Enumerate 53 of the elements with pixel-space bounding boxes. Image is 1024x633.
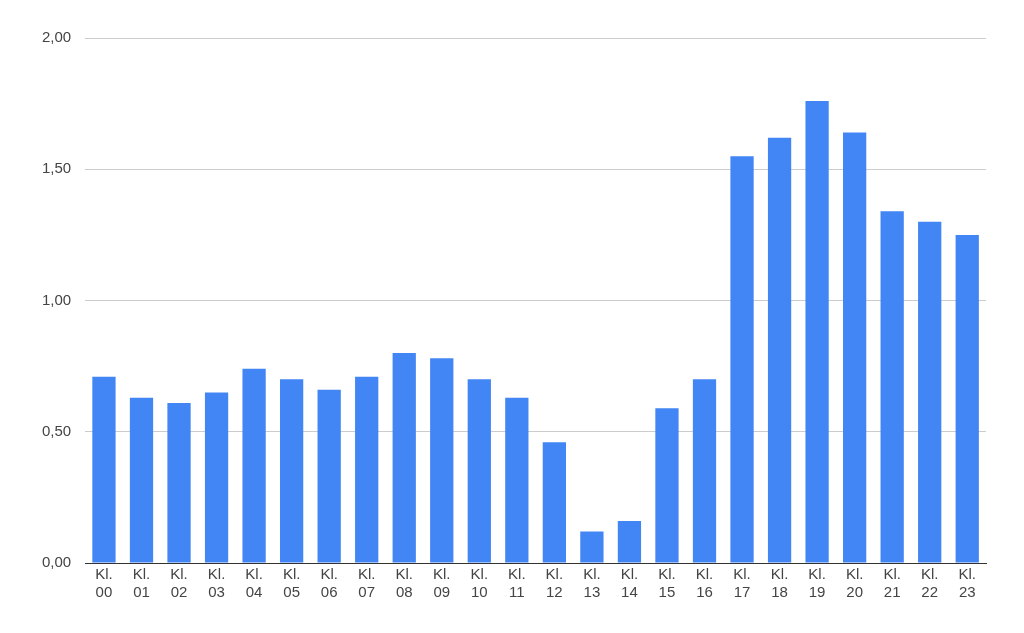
x-tick-label: Kl. 22 (920, 565, 939, 601)
bar (430, 358, 454, 563)
y-tick-label: 1,00 (41, 290, 72, 308)
bar (542, 442, 566, 563)
bar (242, 368, 266, 563)
x-tick-label: Kl. 20 (845, 565, 864, 601)
bar (767, 137, 792, 563)
bar (167, 402, 191, 563)
x-tick-label: Kl. 19 (808, 565, 826, 601)
bar (655, 408, 679, 563)
y-tick-label: 0,00 (41, 553, 72, 571)
bar (392, 353, 416, 563)
bar (580, 531, 604, 563)
x-tick-label: Kl. 21 (883, 565, 901, 601)
x-tick-label: Kl. 04 (245, 565, 263, 601)
x-tick-label: Kl. 12 (545, 565, 564, 601)
bar (204, 392, 229, 563)
bar (617, 521, 642, 563)
x-tick-label: Kl. 13 (583, 565, 601, 601)
x-tick-label: Kl. 02 (170, 565, 188, 601)
y-tick-label: 1,50 (41, 159, 72, 177)
bar (467, 379, 491, 563)
x-tick-label: Kl. 10 (470, 565, 489, 601)
bar (843, 132, 867, 563)
x-tick-label: Kl. 17 (733, 565, 751, 601)
bar (955, 234, 979, 563)
x-tick-label: Kl. 01 (132, 565, 151, 601)
x-tick-label: Kl. 23 (958, 565, 976, 601)
y-tick-label: 0,50 (41, 421, 72, 439)
bar (317, 389, 341, 563)
bar (805, 101, 829, 563)
x-tick-label: Kl. 03 (207, 565, 226, 601)
x-tick-label: Kl. 18 (770, 565, 789, 601)
x-tick-label: Kl. 08 (395, 565, 413, 601)
bar (918, 221, 942, 563)
x-tick-label: Kl. 07 (357, 565, 376, 601)
x-tick-label: Kl. 16 (695, 565, 714, 601)
bar (279, 379, 304, 563)
bar (129, 397, 154, 563)
x-tick-label: Kl. 14 (620, 565, 639, 601)
x-tick-label: Kl. 06 (320, 565, 338, 601)
x-tick-label: Kl. 15 (658, 565, 676, 601)
bar (730, 156, 754, 563)
bar (355, 376, 379, 563)
x-tick-label: Kl. 05 (282, 565, 301, 601)
bar (692, 379, 717, 563)
bar (880, 211, 904, 563)
x-tick-label: Kl. 11 (508, 565, 526, 601)
x-tick-label: Kl. 00 (95, 565, 113, 601)
x-tick-label: Kl. 09 (433, 565, 451, 601)
bar (92, 376, 116, 563)
y-tick-label: 2,00 (41, 28, 72, 46)
bar (505, 397, 529, 563)
